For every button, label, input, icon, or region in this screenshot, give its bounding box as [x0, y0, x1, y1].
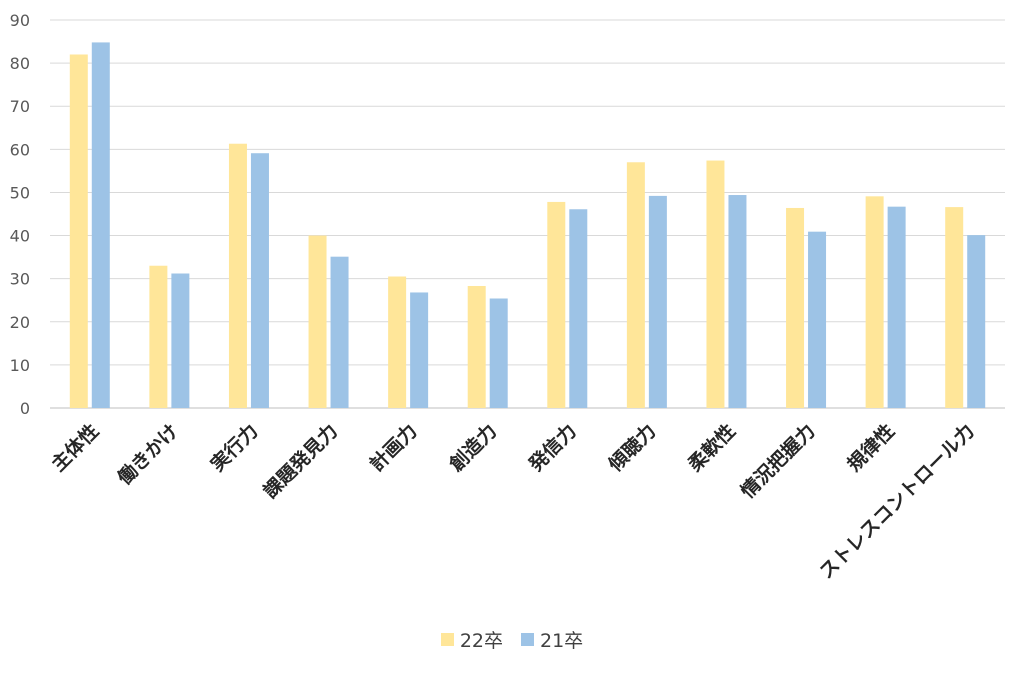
bar-21卒-規律性	[887, 206, 906, 408]
x-tick-label: 主体性	[47, 419, 104, 476]
legend-item-21: 21卒	[521, 626, 583, 653]
gridlines	[50, 19, 1005, 409]
bar-21卒-情況把握力	[808, 231, 827, 408]
x-tick-label: 計画力	[365, 419, 422, 476]
bar-21卒-発信力	[569, 209, 588, 408]
legend-swatch-21	[521, 633, 534, 646]
y-tick-label: 0	[20, 399, 30, 418]
y-tick-label: 70	[10, 97, 30, 116]
bar-22卒-傾聴力	[626, 162, 645, 408]
x-tick-label: 情況把握力	[736, 419, 819, 502]
x-tick-label: 傾聴力	[603, 419, 660, 476]
bar-22卒-創造力	[467, 285, 486, 408]
bar-21卒-傾聴力	[648, 195, 667, 408]
bar-22卒-ストレスコントロール力	[945, 207, 964, 408]
bar-22卒-規律性	[865, 196, 884, 408]
bar-22卒-計画力	[388, 276, 407, 408]
y-tick-label: 20	[10, 313, 30, 332]
x-tick-label: 発信力	[524, 419, 581, 476]
y-tick-label: 40	[10, 227, 30, 246]
x-tick-label: 課題発見力	[259, 419, 342, 502]
bar-21卒-計画力	[410, 292, 429, 408]
bar-22卒-実行力	[228, 143, 247, 408]
bar-22卒-発信力	[547, 201, 566, 408]
bar-22卒-課題発見力	[308, 235, 327, 408]
bar-21卒-柔軟性	[728, 195, 747, 408]
bar-22卒-主体性	[69, 54, 88, 408]
bar-21卒-実行力	[250, 153, 269, 408]
bar-21卒-主体性	[91, 42, 110, 408]
bar-21卒-ストレスコントロール力	[967, 235, 986, 408]
bars	[69, 42, 986, 408]
bar-21卒-課題発見力	[330, 256, 349, 408]
legend-swatch-22	[440, 633, 454, 646]
legend-item-22: 22卒	[440, 626, 503, 653]
legend-label-21: 21卒	[540, 630, 584, 652]
y-tick-label: 60	[10, 140, 30, 159]
bar-22卒-情況把握力	[786, 207, 805, 408]
x-tick-label: 柔軟性	[683, 419, 740, 476]
x-tick-label: ストレスコントロール力	[815, 419, 979, 583]
x-tick-label: 働きかけ	[112, 419, 183, 490]
x-tick-label: 規律性	[843, 419, 900, 476]
bar-21卒-働きかけ	[171, 273, 190, 408]
y-tick-label: 30	[10, 270, 30, 289]
x-tick-label: 創造力	[445, 419, 502, 476]
y-axis: 0 10 20 30 40 50 60 70 80 90	[10, 11, 30, 418]
bar-22卒-働きかけ	[149, 265, 168, 408]
y-tick-label: 50	[10, 183, 30, 202]
legend: 22卒 21卒	[0, 626, 1024, 653]
bar-22卒-柔軟性	[706, 160, 725, 408]
x-tick-label: 実行力	[206, 419, 263, 476]
y-tick-label: 80	[10, 54, 30, 73]
bar-21卒-創造力	[489, 298, 508, 408]
y-tick-label: 90	[10, 11, 30, 30]
legend-label-22: 22卒	[459, 630, 503, 652]
y-tick-label: 10	[10, 356, 30, 375]
